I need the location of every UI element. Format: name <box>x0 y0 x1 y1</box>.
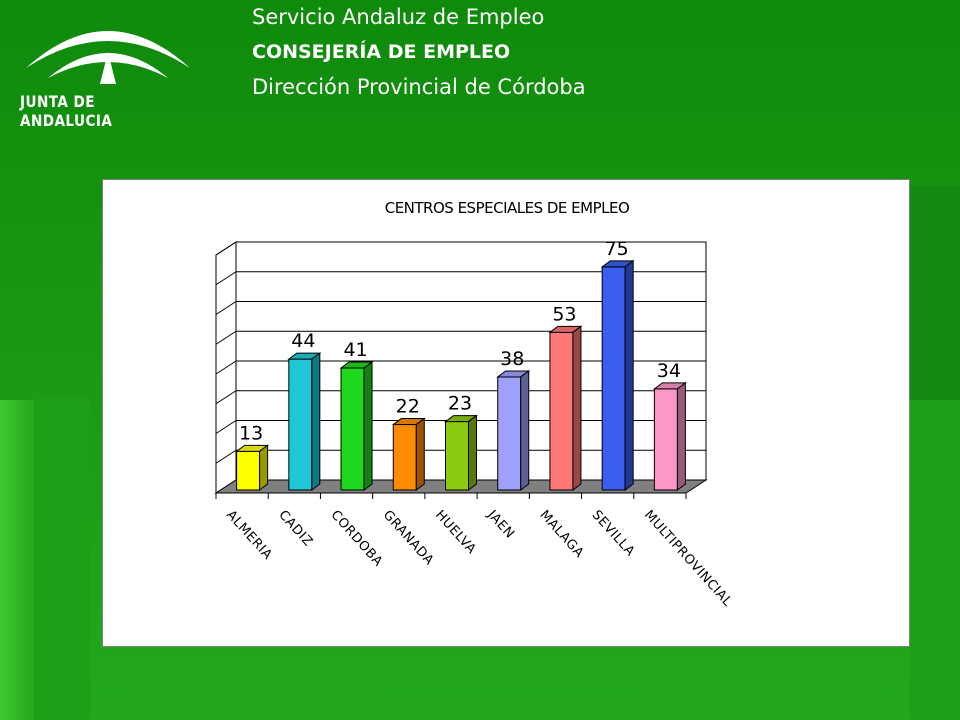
header-directorate: Dirección Provincial de Córdoba <box>252 75 586 99</box>
data-label: 41 <box>343 339 367 361</box>
gridline <box>215 360 237 375</box>
bar-chart: CENTROS ESPECIALES DE EMPLEO 13 44 41 22 23 3… <box>214 199 735 610</box>
chart-data-labels: 13 44 41 22 23 38 53 75 34 <box>239 238 681 444</box>
bar-front <box>392 424 417 491</box>
bar-front <box>653 388 678 491</box>
bar-front <box>497 376 522 491</box>
header-service: Servicio Andaluz de Empleo <box>252 5 545 29</box>
bar-side <box>363 361 373 491</box>
gridline <box>215 271 237 286</box>
category-label: MULTIPROVINCIAL <box>641 508 735 610</box>
background-block <box>34 398 90 720</box>
chart-panel: CENTROS ESPECIALES DE EMPLEO 13 44 41 22 23 3… <box>102 179 910 647</box>
data-label: 44 <box>291 330 315 352</box>
bar-side <box>468 414 477 491</box>
bar-jaen <box>496 369 531 491</box>
data-label: 23 <box>448 393 472 415</box>
data-label: 34 <box>657 360 681 382</box>
bar-front <box>445 421 469 491</box>
bar-sevilla <box>600 259 635 491</box>
gridline <box>215 241 237 256</box>
bar-multiprovincial <box>652 381 687 491</box>
bar-front <box>288 358 313 491</box>
bar-front <box>601 266 626 491</box>
bar-malaga <box>548 325 583 491</box>
data-label: 22 <box>396 396 420 418</box>
bar-cordoba <box>339 361 374 491</box>
bar-granada <box>391 417 426 491</box>
category-label: SEVILLA <box>589 508 638 560</box>
gridline <box>215 420 237 434</box>
chart-bars <box>235 259 687 491</box>
category-label: ALMERIA <box>223 508 275 563</box>
data-label: 75 <box>605 238 629 260</box>
background-block <box>910 400 960 720</box>
category-label: CORDOBA <box>328 508 386 570</box>
bar-side <box>415 417 425 491</box>
background-strip <box>0 400 34 720</box>
bar-side <box>572 325 582 491</box>
logo-text: JUNTA DE ANDALUCIA <box>20 92 113 130</box>
header-ministry: CONSEJERÍA DE EMPLEO <box>252 41 511 63</box>
gridline <box>215 301 237 315</box>
bar-side <box>259 444 269 491</box>
category-label: JAEN <box>484 507 518 542</box>
bar-almeria <box>235 444 270 491</box>
background-block <box>910 185 960 400</box>
junta-andalucia-logo <box>26 31 190 84</box>
data-label: 53 <box>552 303 576 325</box>
bar-front <box>340 367 365 491</box>
bar-huelva <box>444 414 478 491</box>
data-label: 13 <box>239 422 263 444</box>
gridline <box>215 330 237 345</box>
bar-side <box>624 259 634 491</box>
category-label: CADIZ <box>275 508 315 550</box>
chart-title: CENTROS ESPECIALES DE EMPLEO <box>385 199 630 217</box>
bar-side <box>676 381 686 491</box>
bar-front <box>549 331 574 491</box>
gridline <box>215 449 237 464</box>
category-label: MALAGA <box>536 508 586 561</box>
gridline <box>215 390 237 405</box>
bar-front <box>236 450 261 491</box>
category-label: HUELVA <box>432 508 479 558</box>
bar-side <box>311 352 321 491</box>
data-label: 38 <box>500 348 524 370</box>
bar-cadiz <box>287 352 322 491</box>
category-label: GRANADA <box>380 508 437 569</box>
bar-side <box>520 369 530 491</box>
